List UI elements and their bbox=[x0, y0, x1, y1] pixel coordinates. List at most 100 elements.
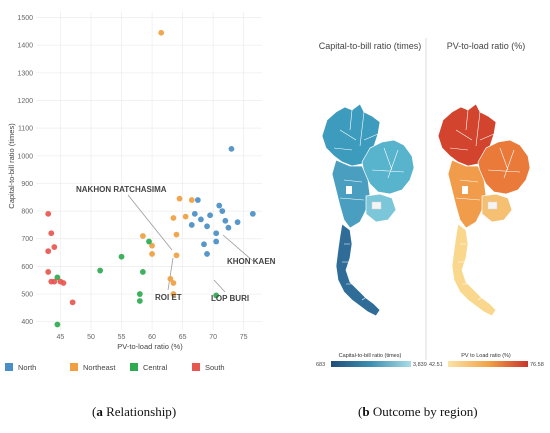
point-north bbox=[204, 223, 210, 230]
colorbar-max-capital: 3,839 bbox=[413, 362, 427, 368]
point-north bbox=[249, 210, 256, 217]
point-northeast bbox=[170, 215, 177, 221]
x-tick-labels: 45 50 55 60 65 70 75 bbox=[57, 334, 248, 341]
colorbar-gradient-capital bbox=[331, 361, 411, 367]
map-title-capital: Capital-to-bill ratio (times) bbox=[319, 41, 422, 51]
map-unshaded-east-pv bbox=[487, 201, 498, 210]
point-northeast bbox=[173, 252, 180, 259]
legend-label-north: North bbox=[18, 363, 36, 372]
colorbar-title-pv: PV to Load ratio (%) bbox=[461, 353, 511, 359]
point-central bbox=[136, 291, 143, 297]
x-tick-label: 45 bbox=[57, 334, 65, 341]
colorbar-min-pv: 42.51 bbox=[429, 362, 443, 368]
legend-label-northeast: Northeast bbox=[83, 363, 116, 372]
caption-relationship: (a Relationship) bbox=[92, 404, 177, 419]
y-tick-label: 1300 bbox=[17, 70, 33, 77]
x-tick-label: 75 bbox=[240, 334, 248, 341]
point-north bbox=[201, 241, 207, 248]
point-northeast bbox=[158, 29, 165, 36]
thailand-map-pv bbox=[437, 103, 531, 317]
map-northeast-region-capital bbox=[361, 139, 415, 195]
point-northeast bbox=[149, 242, 155, 249]
point-northeast bbox=[182, 213, 189, 220]
point-central bbox=[139, 269, 146, 275]
y-tick-label: 500 bbox=[21, 292, 33, 299]
y-tick-label: 1200 bbox=[17, 98, 33, 105]
y-tick-label: 900 bbox=[21, 181, 33, 188]
point-central bbox=[97, 267, 104, 274]
y-tick-label: 700 bbox=[21, 236, 33, 243]
colorbar-capital: Capital-to-bill ratio (times) 683 3,839 bbox=[316, 353, 427, 368]
point-northeast bbox=[167, 275, 174, 282]
annotation-khon-kaen: KHON KAEN bbox=[227, 257, 276, 266]
point-north bbox=[198, 216, 204, 223]
y-tick-label: 1100 bbox=[18, 126, 33, 133]
point-northeast bbox=[188, 197, 195, 203]
point-north bbox=[219, 208, 226, 214]
colorbar-pv: PV to Load ratio (%) 42.51 76.58 bbox=[429, 353, 544, 368]
x-tick-label: 60 bbox=[148, 334, 156, 341]
point-central bbox=[136, 298, 143, 304]
map-provinces-capital bbox=[333, 109, 405, 301]
legend-swatch-north bbox=[5, 363, 13, 371]
map-south-region-capital bbox=[335, 223, 381, 317]
point-northeast bbox=[170, 291, 177, 297]
y-tick-label: 800 bbox=[21, 209, 33, 216]
annotation-lop-buri: LOP BURI bbox=[211, 294, 249, 303]
legend-item-north: North bbox=[5, 363, 36, 372]
y-tick-label: 600 bbox=[21, 264, 33, 271]
point-northeast bbox=[139, 233, 146, 239]
y-tick-label: 1500 bbox=[17, 15, 33, 22]
caption-b-text: Outcome by region bbox=[369, 404, 474, 419]
gridlines bbox=[36, 12, 262, 330]
map-unshaded-east-capital bbox=[371, 201, 382, 210]
x-tick-label: 65 bbox=[179, 334, 187, 341]
legend-label-central: Central bbox=[143, 363, 168, 372]
point-central bbox=[54, 321, 61, 328]
map-unshaded-province-pv bbox=[462, 186, 468, 194]
annotation-leaders bbox=[127, 194, 254, 293]
colorbar-gradient-pv bbox=[448, 361, 528, 367]
caption-outcome-by-region: (b Outcome by region) bbox=[358, 404, 478, 419]
y-tick-label: 1000 bbox=[17, 153, 33, 160]
legend-item-northeast: Northeast bbox=[70, 363, 116, 372]
map-north-region-pv bbox=[437, 103, 497, 167]
x-tick-label: 55 bbox=[118, 334, 126, 341]
point-south bbox=[60, 280, 67, 286]
colorbar-max-pv: 76.58 bbox=[530, 362, 544, 368]
point-south bbox=[48, 230, 55, 237]
map-title-pv: PV-to-load ratio (%) bbox=[447, 41, 526, 51]
point-north bbox=[213, 238, 220, 245]
point-central bbox=[54, 274, 61, 281]
point-south bbox=[69, 299, 76, 306]
thailand-map-capital bbox=[321, 103, 415, 317]
leader-nakhon-ratchasima bbox=[127, 194, 173, 251]
map-north-region-capital bbox=[321, 103, 381, 167]
y-tick-label: 400 bbox=[21, 319, 33, 326]
point-south bbox=[45, 210, 52, 217]
point-central bbox=[118, 253, 125, 260]
leader-lop-buri bbox=[213, 279, 226, 293]
colorbar-title-capital: Capital-to-bill ratio (times) bbox=[339, 353, 402, 359]
point-south bbox=[51, 244, 58, 250]
annotation-nakhon-ratchasima: NAKHON RATCHASIMA bbox=[76, 185, 167, 194]
leader-khon-kaen bbox=[222, 234, 254, 262]
legend-label-south: South bbox=[205, 363, 225, 372]
legend: North Northeast Central South bbox=[5, 363, 225, 372]
caption-b-letter: b bbox=[362, 404, 370, 419]
x-tick-label: 50 bbox=[87, 334, 95, 341]
map-south-region-pv bbox=[451, 223, 497, 317]
legend-swatch-central bbox=[130, 363, 138, 371]
point-north bbox=[204, 251, 210, 257]
point-north bbox=[225, 224, 232, 231]
point-north bbox=[234, 219, 241, 226]
point-north bbox=[188, 222, 195, 228]
colorbar-min-capital: 683 bbox=[316, 362, 325, 368]
y-tick-label: 1400 bbox=[17, 43, 33, 50]
point-central bbox=[146, 238, 152, 245]
point-north bbox=[228, 145, 235, 152]
x-tick-label: 70 bbox=[209, 334, 217, 341]
legend-item-south: South bbox=[192, 363, 225, 372]
caption-a-text: Relationship bbox=[102, 404, 172, 419]
